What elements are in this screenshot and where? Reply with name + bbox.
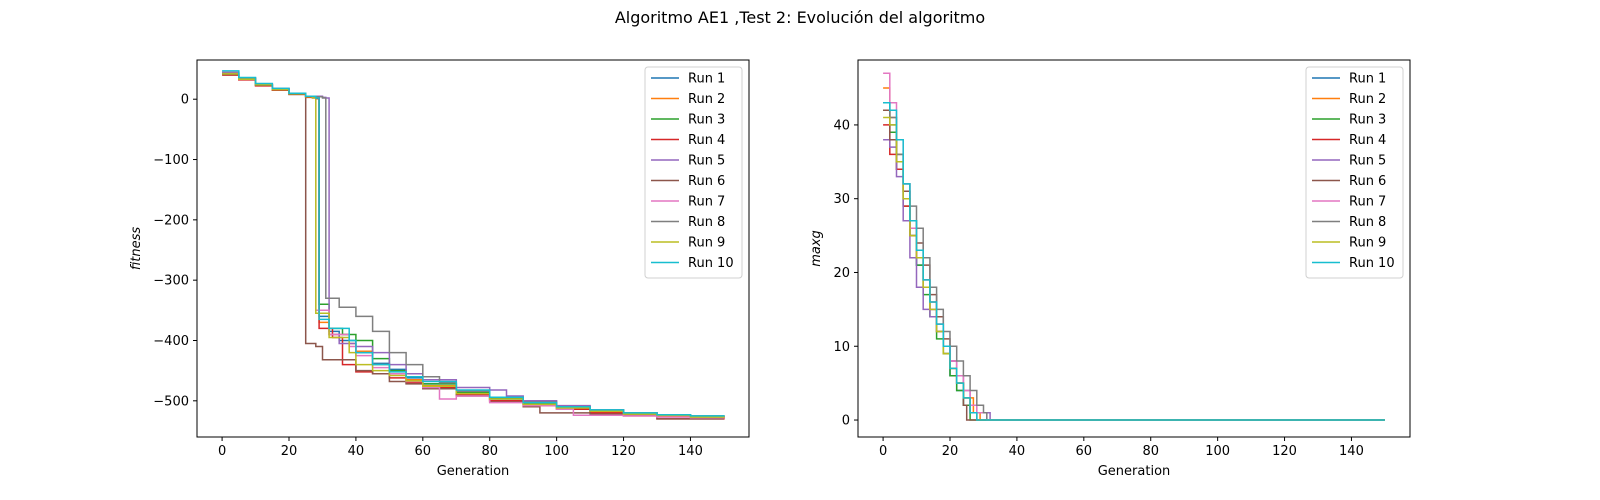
x-axis-label: Generation: [437, 464, 510, 479]
chart-right: 0 20 40 60 80 100 120 140 0 10 20 30 40 Generation max…: [809, 59, 1411, 479]
y-tick-label: 20: [833, 266, 850, 281]
plot-frame: [196, 59, 750, 438]
legend-label: Run 8: [688, 215, 725, 230]
x-tick-label: 140: [1339, 444, 1364, 459]
x-tick-label: 0: [879, 444, 887, 459]
legend-label: Run 6: [688, 174, 725, 189]
legend-label: Run 3: [688, 113, 725, 128]
series-line-run-10: [222, 70, 725, 417]
x-tick-label: 40: [1009, 444, 1026, 459]
legend-label: Run 2: [1349, 92, 1386, 107]
legend-label: Run 3: [1349, 113, 1386, 128]
series-group: [883, 72, 1385, 421]
x-tick-label: 40: [348, 444, 365, 459]
y-tick-label: −400: [153, 334, 189, 349]
legend-label: Run 7: [1349, 195, 1386, 210]
x-tick-label: 80: [1142, 444, 1159, 459]
legend-label: Run 6: [1349, 174, 1386, 189]
legend-label: Run 1: [688, 72, 725, 87]
x-tick-label: 60: [1076, 444, 1093, 459]
legend: Run 1 Run 2 Run 3 Run 4 Run 5 Run 6 Run 7 Run 8…: [644, 66, 743, 279]
legend-label: Run 9: [688, 236, 725, 251]
legend-label: Run 5: [1349, 154, 1386, 169]
y-tick-label: −100: [153, 153, 189, 168]
y-tick-label: −200: [153, 213, 189, 228]
legend-label: Run 4: [688, 133, 725, 148]
x-tick-label: 80: [481, 444, 498, 459]
y-tick-label: 0: [181, 93, 189, 108]
x-tick-label: 20: [942, 444, 959, 459]
legend-label: Run 8: [1349, 215, 1386, 230]
y-tick-label: −300: [153, 274, 189, 289]
legend-label: Run 5: [688, 154, 725, 169]
legend-label: Run 10: [688, 256, 734, 271]
y-tick-label: 0: [842, 414, 850, 429]
legend-label: Run 2: [688, 92, 725, 107]
x-tick-label: 140: [678, 444, 703, 459]
y-axis-label: fitness: [129, 227, 144, 271]
legend-label: Run 1: [1349, 72, 1386, 87]
figure-title: Algoritmo AE1 ,Test 2: Evolución del alg…: [614, 8, 986, 27]
x-tick-label: 120: [1272, 444, 1297, 459]
y-tick-label: 30: [833, 192, 850, 207]
x-tick-label: 100: [544, 444, 569, 459]
y-tick-label: 10: [833, 340, 850, 355]
x-tick-label: 20: [281, 444, 298, 459]
x-tick-label: 60: [415, 444, 432, 459]
y-tick-label: 40: [833, 118, 850, 133]
x-tick-label: 100: [1205, 444, 1230, 459]
series-group: [222, 70, 725, 420]
legend-label: Run 7: [688, 195, 725, 210]
chart-left: 0 20 40 60 80 100 120 140 0 −100 −200 −300 −400 −500 G…: [129, 59, 750, 479]
x-tick-label: 0: [218, 444, 226, 459]
x-tick-label: 120: [611, 444, 636, 459]
series-line-run-10: [883, 102, 1385, 421]
y-tick-label: −500: [153, 394, 189, 409]
y-axis-label: maxg: [809, 230, 824, 267]
x-axis-label: Generation: [1098, 464, 1171, 479]
legend-label: Run 10: [1349, 256, 1395, 271]
plot-frame: [857, 59, 1411, 438]
legend-label: Run 4: [1349, 133, 1386, 148]
legend: Run 1 Run 2 Run 3 Run 4 Run 5 Run 6 Run 7 Run 8…: [1305, 66, 1404, 279]
legend-label: Run 9: [1349, 236, 1386, 251]
